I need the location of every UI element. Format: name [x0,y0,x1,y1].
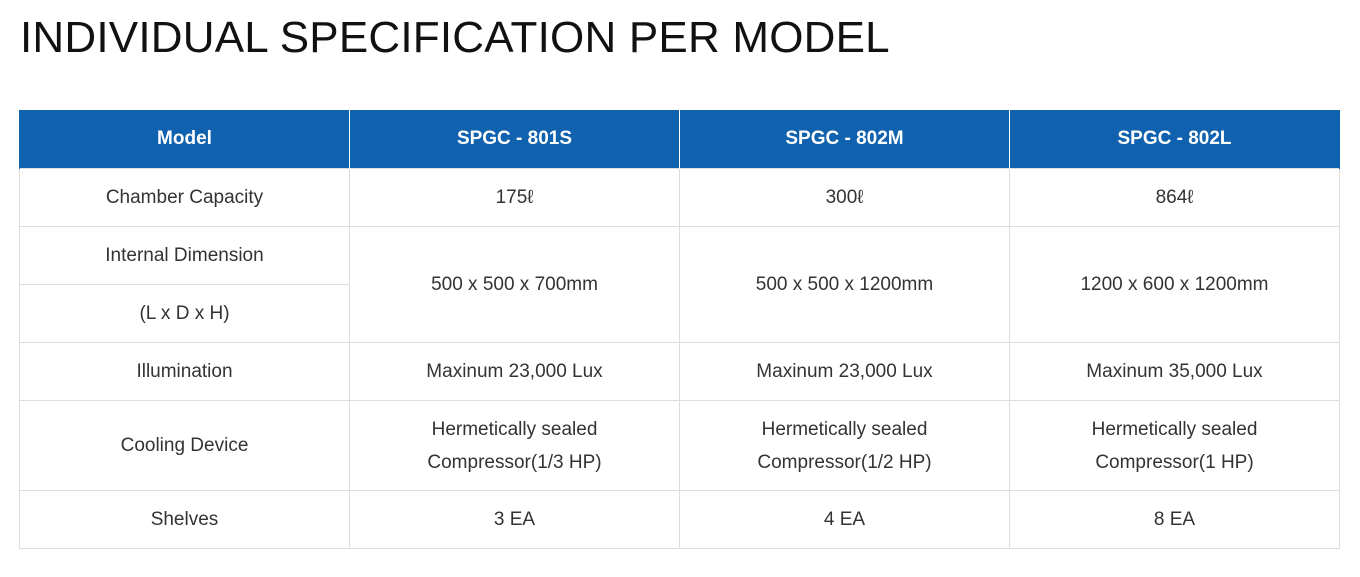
cell-line: Compressor(1 HP) [1095,451,1254,473]
row-label: Shelves [19,490,350,549]
page-title: INDIVIDUAL SPECIFICATION PER MODEL [20,13,890,62]
header-spgc-801s: SPGC - 801S [349,110,680,169]
row-label: (L x D x H) [19,284,350,343]
cell-line: Hermetically sealed [761,418,928,440]
table-row-internal-dimension: Internal Dimension 500 x 500 x 700mm 500… [19,226,1340,343]
table-row-chamber-capacity: Chamber Capacity 175ℓ 300ℓ 864ℓ [19,168,1340,227]
row-label: Chamber Capacity [19,168,350,227]
table-cell: 3 EA [349,490,680,549]
table-row-cooling-device: Cooling Device Hermetically sealed Compr… [19,400,1340,491]
header-spgc-802l: SPGC - 802L [1009,110,1340,169]
table-cell: Hermetically sealed Compressor(1 HP) [1009,400,1340,491]
table-cell: 1200 x 600 x 1200mm [1009,226,1340,343]
row-label: Cooling Device [19,400,350,491]
specification-table: Model SPGC - 801S SPGC - 802M SPGC - 802… [19,110,1340,549]
table-cell: Maxinum 23,000 Lux [349,342,680,401]
table-cell: 500 x 500 x 1200mm [679,226,1010,343]
table-row-internal-dimension-unit: (L x D x H) [19,284,1340,343]
table-cell: 4 EA [679,490,1010,549]
cell-line: Hermetically sealed [431,418,598,440]
table-row-illumination: Illumination Maxinum 23,000 Lux Maxinum … [19,342,1340,401]
table-cell: 8 EA [1009,490,1340,549]
table-cell: 300ℓ [679,168,1010,227]
table-cell: Maxinum 23,000 Lux [679,342,1010,401]
row-label: Internal Dimension [19,226,350,285]
table-cell: 175ℓ [349,168,680,227]
table-cell: 500 x 500 x 700mm [349,226,680,343]
cell-line: Hermetically sealed [1091,418,1258,440]
cell-line: Compressor(1/2 HP) [757,451,932,473]
cell-line: Compressor(1/3 HP) [427,451,602,473]
table-cell: Maxinum 35,000 Lux [1009,342,1340,401]
table-cell: 864ℓ [1009,168,1340,227]
header-spgc-802m: SPGC - 802M [679,110,1010,169]
table-row-shelves: Shelves 3 EA 4 EA 8 EA [19,490,1340,549]
header-model: Model [19,110,350,169]
table-cell: Hermetically sealed Compressor(1/3 HP) [349,400,680,491]
table-cell: Hermetically sealed Compressor(1/2 HP) [679,400,1010,491]
row-label: Illumination [19,342,350,401]
table-header-row: Model SPGC - 801S SPGC - 802M SPGC - 802… [19,110,1340,169]
